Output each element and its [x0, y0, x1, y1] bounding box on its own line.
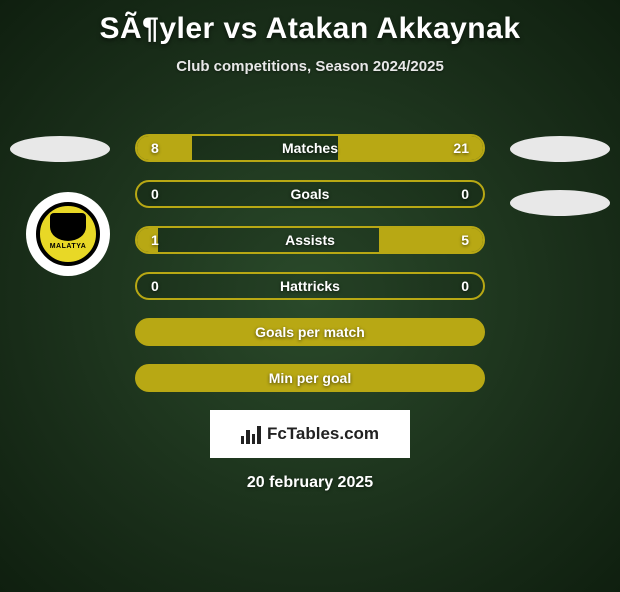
stat-row-goals-per-match: Goals per match [135, 318, 485, 346]
stat-label: Matches [282, 140, 338, 156]
stats-area: 8 Matches 21 0 Goals 0 1 Assists 5 0 Hat… [135, 134, 485, 492]
stat-value-left: 8 [151, 140, 159, 156]
stat-fill-left [137, 136, 192, 160]
stat-value-left: 0 [151, 278, 159, 294]
footer-date: 20 february 2025 [135, 474, 485, 492]
page-title: SÃ¶yler vs Atakan Akkaynak [0, 12, 620, 46]
stat-value-left: 0 [151, 186, 159, 202]
chart-icon [241, 424, 261, 444]
stat-value-right: 0 [461, 186, 469, 202]
stat-row-matches: 8 Matches 21 [135, 134, 485, 162]
player-left-pill [10, 136, 110, 162]
club-badge-text: MALATYA [50, 243, 87, 250]
stat-row-assists: 1 Assists 5 [135, 226, 485, 254]
player-right-pill-2 [510, 190, 610, 216]
stat-label: Goals [291, 186, 330, 202]
stat-value-right: 5 [461, 232, 469, 248]
brand-box[interactable]: FcTables.com [210, 410, 410, 458]
stat-value-right: 21 [453, 140, 469, 156]
stat-label: Goals per match [255, 324, 365, 340]
stat-row-goals: 0 Goals 0 [135, 180, 485, 208]
club-badge-shield-icon [50, 213, 86, 241]
stat-label: Hattricks [280, 278, 340, 294]
club-badge-inner: MALATYA [36, 202, 100, 266]
brand-text: FcTables.com [267, 424, 379, 444]
player-right-pill-1 [510, 136, 610, 162]
stat-value-right: 0 [461, 278, 469, 294]
subtitle: Club competitions, Season 2024/2025 [0, 58, 620, 75]
stat-row-min-per-goal: Min per goal [135, 364, 485, 392]
stat-label: Assists [285, 232, 335, 248]
club-badge: MALATYA [26, 192, 110, 276]
stat-value-left: 1 [151, 232, 159, 248]
stat-row-hattricks: 0 Hattricks 0 [135, 272, 485, 300]
stat-label: Min per goal [269, 370, 351, 386]
